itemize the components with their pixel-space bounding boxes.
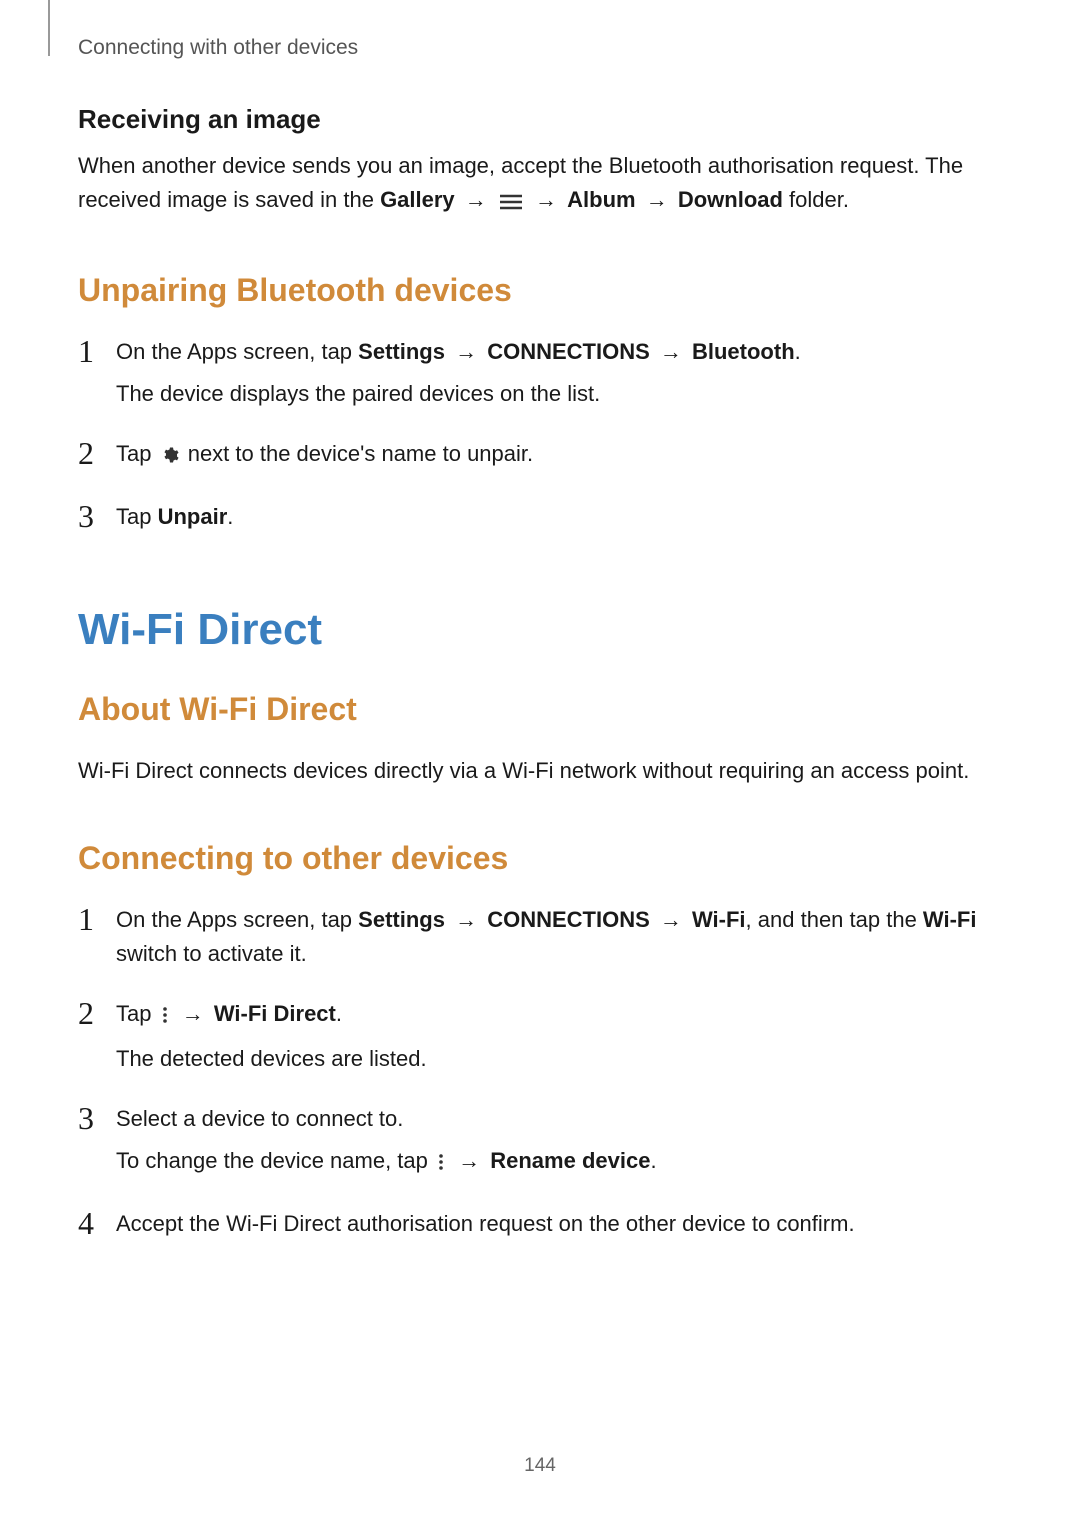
text: Tap (116, 441, 158, 466)
arrow: → (445, 339, 487, 364)
text-bold: Rename device (490, 1148, 650, 1173)
text-bold: Gallery (380, 187, 455, 212)
text: next to the device's name to unpair. (182, 441, 534, 466)
text: On the Apps screen, tap (116, 907, 358, 932)
text: . (795, 339, 801, 364)
arrow: → (448, 1148, 490, 1173)
menu-icon (497, 186, 525, 220)
step-item: 3 Select a device to connect to. To chan… (78, 1102, 1002, 1181)
step-line: Tap → Wi-Fi Direct. (116, 997, 1002, 1034)
steps-connecting: 1 On the Apps screen, tap Settings → CON… (78, 903, 1002, 1242)
text: folder. (783, 187, 849, 212)
step-subline: The device displays the paired devices o… (116, 377, 1002, 411)
text-bold: Wi-Fi (692, 907, 746, 932)
step-number: 4 (78, 1199, 94, 1249)
arrow: → (636, 187, 678, 212)
arrow: → (445, 907, 487, 932)
arrow: → (525, 187, 567, 212)
step-item: 3 Tap Unpair. (78, 500, 1002, 534)
text-bold: Download (678, 187, 783, 212)
arrow: → (650, 339, 692, 364)
steps-unpairing: 1 On the Apps screen, tap Settings → CON… (78, 335, 1002, 534)
step-number: 1 (78, 895, 94, 945)
step-number: 3 (78, 492, 94, 542)
step-subline: The detected devices are listed. (116, 1042, 1002, 1076)
heading-about-wifi-direct: About Wi-Fi Direct (78, 691, 1002, 728)
text: . (650, 1148, 656, 1173)
text-bold: CONNECTIONS (487, 907, 650, 932)
text: , and then tap the (746, 907, 923, 932)
page-edge-marker (48, 0, 50, 56)
step-number: 2 (78, 989, 94, 1039)
heading-unpairing: Unpairing Bluetooth devices (78, 272, 1002, 309)
arrow: → (650, 907, 692, 932)
gear-icon (158, 440, 182, 474)
step-number: 3 (78, 1094, 94, 1144)
step-item: 4 Accept the Wi-Fi Direct authorisation … (78, 1207, 1002, 1241)
heading-connecting: Connecting to other devices (78, 840, 1002, 877)
paragraph-about: Wi-Fi Direct connects devices directly v… (78, 754, 1002, 788)
heading-receiving-an-image: Receiving an image (78, 104, 1002, 135)
page-number: 144 (0, 1455, 1080, 1477)
step-item: 1 On the Apps screen, tap Settings → CON… (78, 903, 1002, 971)
step-line: Tap Unpair. (116, 500, 1002, 534)
arrow: → (455, 187, 497, 212)
text: . (227, 504, 233, 529)
breadcrumb: Connecting with other devices (78, 36, 1002, 60)
step-number: 1 (78, 327, 94, 377)
step-line: On the Apps screen, tap Settings → CONNE… (116, 903, 1002, 971)
text-bold: CONNECTIONS (487, 339, 650, 364)
text: Tap (116, 1001, 158, 1026)
heading-wifi-direct: Wi-Fi Direct (78, 605, 1002, 655)
step-line: Accept the Wi-Fi Direct authorisation re… (116, 1207, 1002, 1241)
step-number: 2 (78, 429, 94, 479)
text-bold: Bluetooth (692, 339, 795, 364)
text-bold: Wi-Fi (923, 907, 977, 932)
text: switch to activate it. (116, 941, 307, 966)
page-content: Connecting with other devices Receiving … (0, 0, 1080, 1241)
text-bold: Settings (358, 339, 445, 364)
text: Tap (116, 504, 158, 529)
text-bold: Settings (358, 907, 445, 932)
text: . (336, 1001, 342, 1026)
more-vert-icon (158, 1000, 172, 1034)
step-line: Select a device to connect to. (116, 1102, 1002, 1136)
text: On the Apps screen, tap (116, 339, 358, 364)
text-bold: Wi-Fi Direct (214, 1001, 336, 1026)
paragraph-receiving: When another device sends you an image, … (78, 149, 1002, 220)
arrow: → (172, 1001, 214, 1026)
text-bold: Album (567, 187, 635, 212)
text: To change the device name, tap (116, 1148, 434, 1173)
step-line: Tap next to the device's name to unpair. (116, 437, 1002, 474)
more-vert-icon (434, 1147, 448, 1181)
step-line: On the Apps screen, tap Settings → CONNE… (116, 335, 1002, 369)
step-item: 1 On the Apps screen, tap Settings → CON… (78, 335, 1002, 411)
step-subline: To change the device name, tap → Rename … (116, 1144, 1002, 1181)
step-item: 2 Tap → Wi-Fi Direct. The detected devic… (78, 997, 1002, 1076)
step-item: 2 Tap next to the device's name to unpai… (78, 437, 1002, 474)
text-bold: Unpair (158, 504, 228, 529)
